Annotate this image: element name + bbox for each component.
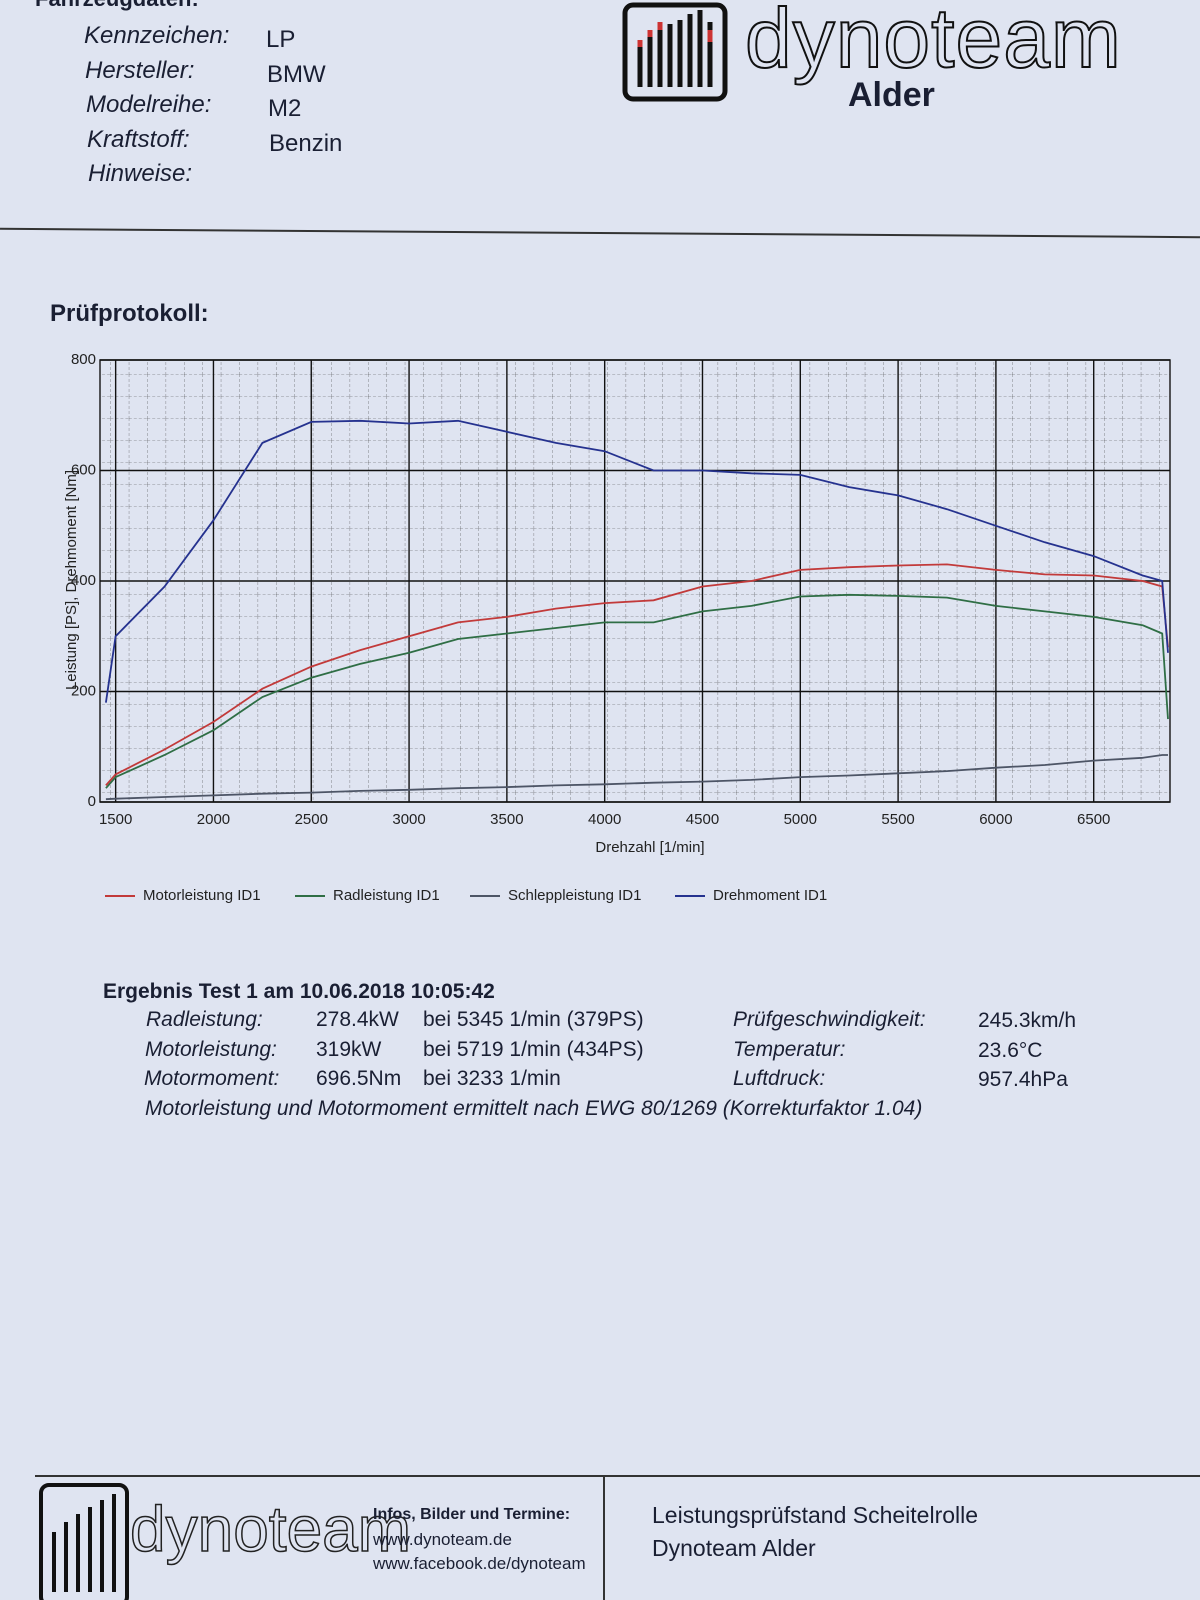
x-tick-label: 6000 [979, 811, 1012, 828]
result-rpm: bei 5719 1/min (434PS) [423, 1037, 644, 1061]
result-value: 278.4kW [316, 1008, 399, 1031]
legend-label: Motorleistung ID1 [143, 887, 261, 904]
legend-label: Schleppleistung ID1 [508, 887, 641, 904]
footer-logo-text: dynoteam [129, 1492, 412, 1566]
y-axis-title: Leistung [PS], Drehmoment [Nm] [63, 470, 80, 690]
legend-label: Drehmoment ID1 [713, 887, 827, 904]
divider [0, 227, 1200, 239]
section-title: Fahrzeugdaten: [35, 0, 199, 12]
series-line [105, 419, 1169, 703]
y-tick-label: 200 [71, 682, 96, 699]
results-title: Ergebnis Test 1 am 10.06.2018 10:05:42 [103, 980, 495, 1003]
logo-location: Alder [848, 76, 935, 114]
footer-line: Dynoteam Alder [652, 1535, 816, 1561]
x-tick-label: 3000 [392, 811, 425, 828]
y-tick-label: 800 [71, 351, 96, 368]
field-label: Hersteller: [85, 56, 195, 84]
footer-line: Leistungsprüfstand Scheitelrolle [652, 1502, 979, 1528]
x-tick-label: 5000 [784, 811, 817, 828]
result-value: 957.4hPa [978, 1068, 1068, 1091]
field-value: LP [266, 26, 296, 53]
x-tick-label: 3500 [490, 811, 523, 828]
field-value: Benzin [269, 129, 343, 157]
field-label: Kraftstoff: [87, 125, 190, 153]
y-tick-label: 0 [88, 793, 96, 810]
series-line [105, 593, 1169, 789]
y-tick-label: 600 [71, 461, 96, 478]
result-value: 319kW [316, 1037, 382, 1061]
result-value: 23.6°C [978, 1038, 1043, 1062]
x-tick-label: 4500 [686, 811, 719, 828]
result-label: Luftdruck: [733, 1067, 826, 1090]
x-tick-label: 5500 [881, 811, 914, 828]
logo-icon [622, 2, 728, 102]
field-value: M2 [268, 95, 302, 122]
result-label: Prüfgeschwindigkeit: [733, 1008, 926, 1031]
footer-divider [35, 1475, 1200, 1477]
result-rpm: bei 5345 1/min (379PS) [423, 1008, 644, 1031]
x-tick-label: 2000 [197, 811, 230, 828]
result-value: 245.3km/h [978, 1009, 1077, 1032]
result-label: Motormoment: [144, 1067, 280, 1090]
chart: Drehzahl [1/min] Leistung [PS], Drehmome… [63, 351, 1171, 904]
result-label: Temperatur: [733, 1037, 846, 1061]
footer-separator [603, 1476, 605, 1600]
x-tick-label: 1500 [99, 811, 132, 828]
footer-logo-icon [39, 1483, 129, 1600]
legend-label: Radleistung ID1 [333, 887, 440, 904]
field-value: BMW [267, 60, 326, 88]
protocol-title: Prüfprotokoll: [50, 300, 209, 327]
x-tick-label: 6500 [1077, 811, 1110, 828]
logo-text: dynoteam [744, 0, 1122, 86]
results-note: Motorleistung und Motormoment ermittelt … [145, 1097, 923, 1120]
result-label: Motorleistung: [145, 1037, 277, 1061]
field-label: Hinweise: [88, 160, 193, 187]
footer-info-title: Infos, Bilder und Termine: [373, 1506, 571, 1523]
result-rpm: bei 3233 1/min [423, 1067, 561, 1090]
y-tick-label: 400 [71, 572, 96, 589]
x-tick-label: 2500 [295, 811, 328, 828]
footer-link: www.dynoteam.de [373, 1530, 512, 1549]
x-axis-title: Drehzahl [1/min] [595, 839, 704, 856]
result-label: Radleistung: [146, 1008, 263, 1031]
series-line [105, 754, 1168, 801]
field-label: Kennzeichen: [84, 22, 230, 49]
series-line [105, 563, 1169, 786]
x-tick-label: 4000 [588, 811, 621, 828]
field-label: Modelreihe: [86, 91, 212, 118]
result-value: 696.5Nm [316, 1067, 402, 1090]
footer-link: www.facebook.de/dynoteam [373, 1554, 586, 1573]
